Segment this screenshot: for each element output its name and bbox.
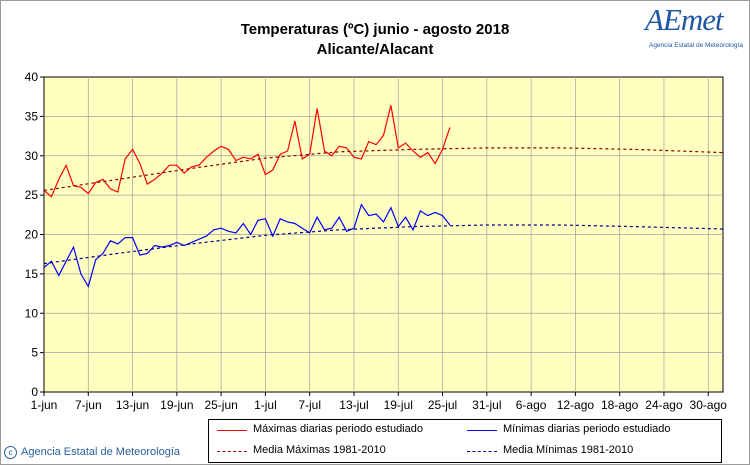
legend-swatch-mean-max (217, 451, 247, 452)
chart-subtitle: Alicante/Alacant (316, 41, 434, 58)
y-tick-label: 0 (31, 385, 38, 399)
y-tick-label: 40 (25, 70, 39, 84)
legend-label-max: Máximas diarias periodo estudiado (253, 423, 423, 435)
x-tick-label: 24-ago (645, 398, 683, 412)
x-axis: 1-jun 7-jun 13-jun 19-jun 25-jun 1-jul 7-jul 13… (31, 392, 728, 412)
copyright-icon: c (4, 446, 17, 459)
chart-title: Temperaturas (ºC) junio - agosto 2018 (240, 21, 510, 38)
x-tick-label: 7-jun (75, 398, 102, 412)
x-tick-label: 25-jun (204, 398, 237, 412)
x-tick-label: 6-ago (516, 398, 547, 412)
series-min-daily (43, 203, 451, 289)
legend-label-mean-max: Media Máximas 1981-2010 (253, 444, 386, 456)
x-tick-label: 19-jun (160, 398, 193, 412)
x-tick-label: 19-jul (384, 398, 413, 412)
grid (44, 77, 723, 392)
legend-label-mean-min: Media Mínimas 1981-2010 (503, 444, 634, 456)
x-tick-label: 1-jul (254, 398, 277, 412)
series-max-daily (43, 105, 451, 198)
legend-swatch-min (467, 430, 497, 431)
y-tick-label: 20 (25, 228, 39, 242)
y-axis: 0 5 10 15 20 25 30 35 40 (25, 70, 44, 399)
aemet-logo: AEmet Agencia Estatal de Meteorología (645, 2, 745, 62)
copyright-text: Agencia Estatal de Meteorología (21, 446, 180, 458)
y-tick-label: 25 (25, 188, 39, 202)
x-tick-label: 13-jul (339, 398, 368, 412)
x-tick-label: 7-jul (298, 398, 321, 412)
y-tick-label: 15 (25, 267, 39, 281)
legend-swatch-mean-min (467, 451, 497, 452)
aemet-logo-subtitle: Agencia Estatal de Meteorología (649, 42, 743, 49)
x-tick-label: 12-ago (557, 398, 595, 412)
legend-label-min: Mínimas diarias periodo estudiado (503, 423, 671, 435)
x-tick-label: 30-ago (690, 398, 728, 412)
series-lines (43, 105, 724, 289)
y-tick-label: 10 (25, 306, 39, 320)
x-tick-label: 31-jul (472, 398, 501, 412)
y-tick-label: 35 (25, 109, 39, 123)
x-tick-label: 13-jun (116, 398, 149, 412)
x-tick-label: 1-jun (31, 398, 58, 412)
legend-swatch-max (217, 430, 247, 431)
y-tick-label: 30 (25, 149, 39, 163)
y-tick-label: 5 (31, 346, 38, 360)
aemet-logo-text: AEmet (645, 2, 724, 37)
x-tick-label: 25-jul (428, 398, 457, 412)
legend: Máximas diarias periodo estudiado Mínima… (208, 419, 722, 463)
copyright: c Agencia Estatal de Meteorología (4, 446, 180, 459)
x-tick-label: 18-ago (601, 398, 639, 412)
